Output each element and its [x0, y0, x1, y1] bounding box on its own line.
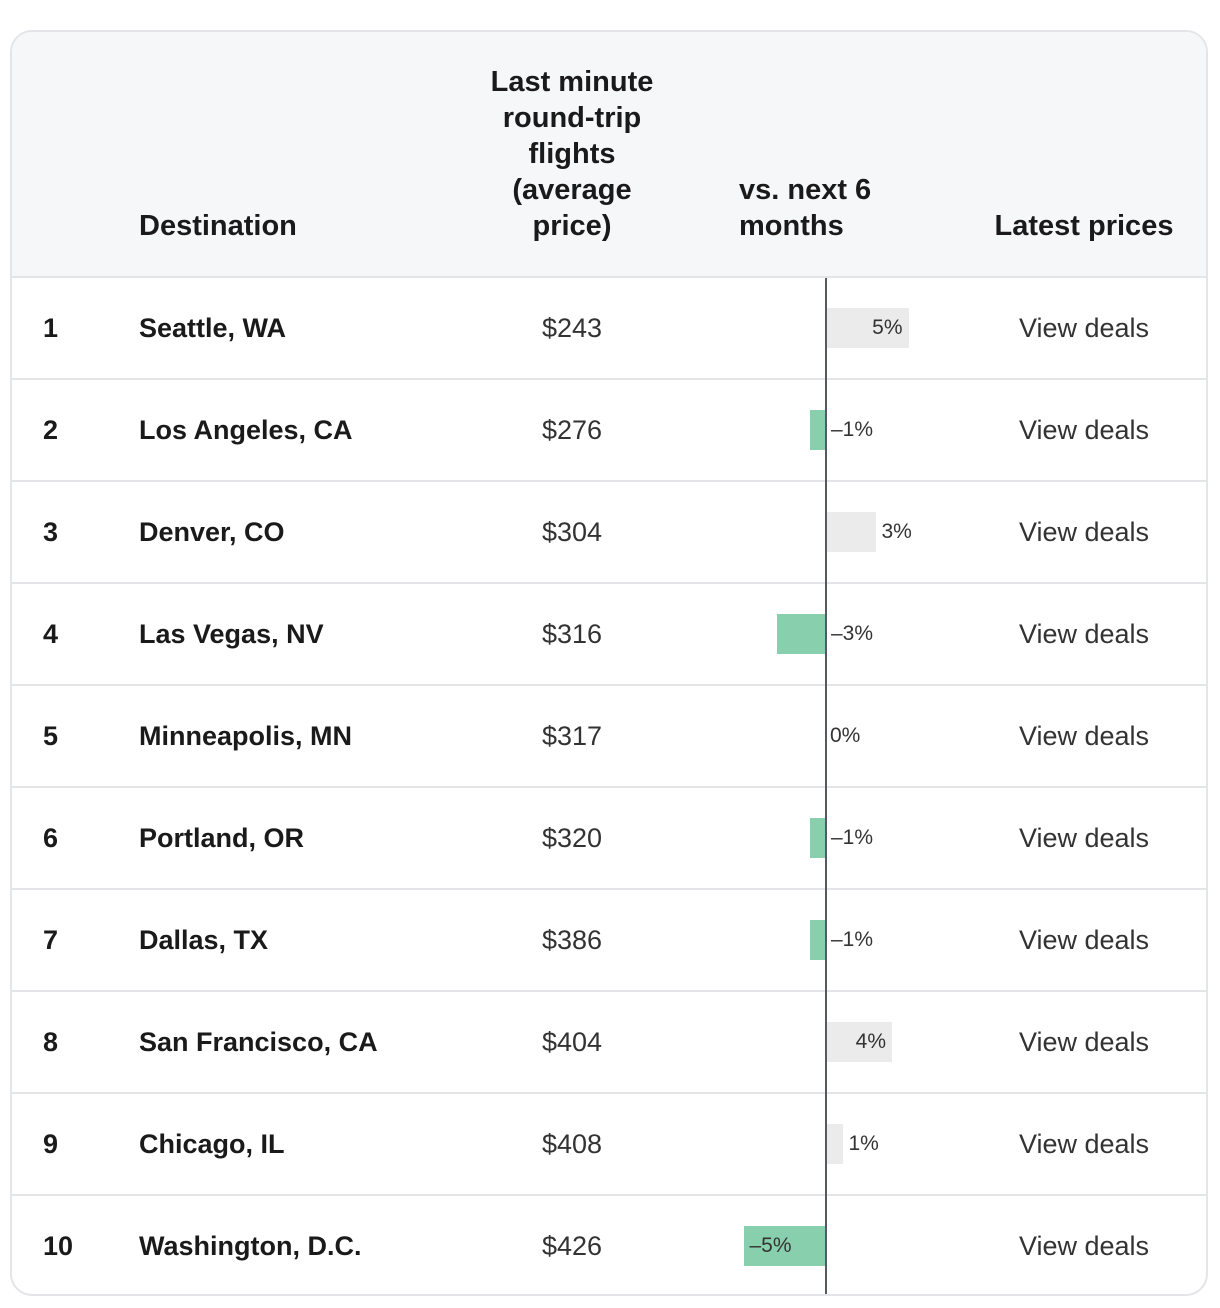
- view-deals-link[interactable]: View deals: [1018, 1027, 1150, 1057]
- change-percent-label: –3%: [831, 622, 874, 645]
- destination-name: Los Angeles, CA: [139, 415, 353, 445]
- rank-number: 2: [43, 415, 59, 445]
- average-price: $426: [541, 1231, 603, 1261]
- rank-number: 7: [43, 925, 59, 955]
- table-row: 8 San Francisco, CA $404 View deals 4%: [12, 992, 1206, 1094]
- change-percent-label: –1%: [831, 928, 874, 951]
- view-deals-link[interactable]: View deals: [1018, 721, 1150, 751]
- average-price: $276: [541, 415, 603, 445]
- view-deals-link[interactable]: View deals: [1018, 517, 1150, 547]
- table-row: 3 Denver, CO $304 View deals 3%: [12, 482, 1206, 584]
- rank-number: 8: [43, 1027, 59, 1057]
- table-row: 9 Chicago, IL $408 View deals 1%: [12, 1094, 1206, 1196]
- average-price: $316: [541, 619, 603, 649]
- rank-number: 9: [43, 1129, 59, 1159]
- table-row: 2 Los Angeles, CA $276 View deals –1%: [12, 380, 1206, 482]
- table-row: 10 Washington, D.C. $426 View deals –5%: [12, 1196, 1206, 1294]
- change-bar-negative: [776, 614, 826, 654]
- table-row: 7 Dallas, TX $386 View deals –1%: [12, 890, 1206, 992]
- view-deals-link[interactable]: View deals: [1018, 1231, 1150, 1261]
- header-destination: Destination: [139, 210, 297, 242]
- destination-name: Dallas, TX: [139, 925, 269, 955]
- destination-name: Portland, OR: [139, 823, 305, 853]
- change-bar-negative: [743, 1226, 826, 1266]
- change-percent-label: 1%: [848, 1132, 879, 1155]
- flight-deals-table: Destination Last minute round-trip fligh…: [10, 30, 1208, 1296]
- change-percent-label: 3%: [881, 520, 912, 543]
- change-bar-positive: [826, 512, 876, 552]
- destination-name: Washington, D.C.: [139, 1231, 362, 1261]
- rank-number: 3: [43, 517, 59, 547]
- average-price: $320: [541, 823, 603, 853]
- average-price: $243: [541, 313, 603, 343]
- view-deals-link[interactable]: View deals: [1018, 1129, 1150, 1159]
- change-percent-label: –5%: [749, 1234, 792, 1257]
- zero-axis-line: [825, 278, 827, 1294]
- average-price: $386: [541, 925, 603, 955]
- change-percent-label: 5%: [872, 316, 903, 339]
- rank-number: 5: [43, 721, 59, 751]
- change-bar-negative: [809, 818, 826, 858]
- table-row: 1 Seattle, WA $243 View deals 5%: [12, 278, 1206, 380]
- change-percent-label: 4%: [855, 1030, 886, 1053]
- average-price: $404: [541, 1027, 603, 1057]
- view-deals-link[interactable]: View deals: [1018, 313, 1150, 343]
- destination-name: Las Vegas, NV: [139, 619, 324, 649]
- change-percent-label: –1%: [831, 418, 874, 441]
- destination-name: Seattle, WA: [139, 313, 287, 343]
- destination-name: Denver, CO: [139, 517, 285, 547]
- header-latest-prices: Latest prices: [994, 210, 1174, 242]
- table-row: 6 Portland, OR $320 View deals –1%: [12, 788, 1206, 890]
- average-price: $304: [541, 517, 603, 547]
- view-deals-link[interactable]: View deals: [1018, 823, 1150, 853]
- destination-name: Minneapolis, MN: [139, 721, 353, 751]
- change-percent-label: 0%: [830, 724, 861, 747]
- change-bar-positive: [826, 1022, 892, 1062]
- change-bar-negative: [809, 410, 826, 450]
- view-deals-link[interactable]: View deals: [1018, 925, 1150, 955]
- table-row: 5 Minneapolis, MN $317 View deals 0%: [12, 686, 1206, 788]
- rank-number: 1: [43, 313, 59, 343]
- change-bar-positive: [826, 308, 909, 348]
- destination-name: San Francisco, CA: [139, 1027, 378, 1057]
- view-deals-link[interactable]: View deals: [1018, 415, 1150, 445]
- header-vs-next-6-months: vs. next 6 months: [739, 174, 872, 242]
- view-deals-link[interactable]: View deals: [1018, 619, 1150, 649]
- average-price: $408: [541, 1129, 603, 1159]
- rank-number: 6: [43, 823, 59, 853]
- table-row: 4 Las Vegas, NV $316 View deals –3%: [12, 584, 1206, 686]
- rank-number: 4: [43, 619, 59, 649]
- change-bar-negative: [809, 920, 826, 960]
- header-average-price: Last minute round-trip flights (average …: [490, 66, 654, 242]
- table-header: Destination Last minute round-trip fligh…: [12, 32, 1206, 278]
- rank-number: 10: [43, 1231, 74, 1261]
- change-percent-label: –1%: [831, 826, 874, 849]
- destination-name: Chicago, IL: [139, 1129, 285, 1159]
- average-price: $317: [541, 721, 603, 751]
- change-bar-positive: [826, 1124, 843, 1164]
